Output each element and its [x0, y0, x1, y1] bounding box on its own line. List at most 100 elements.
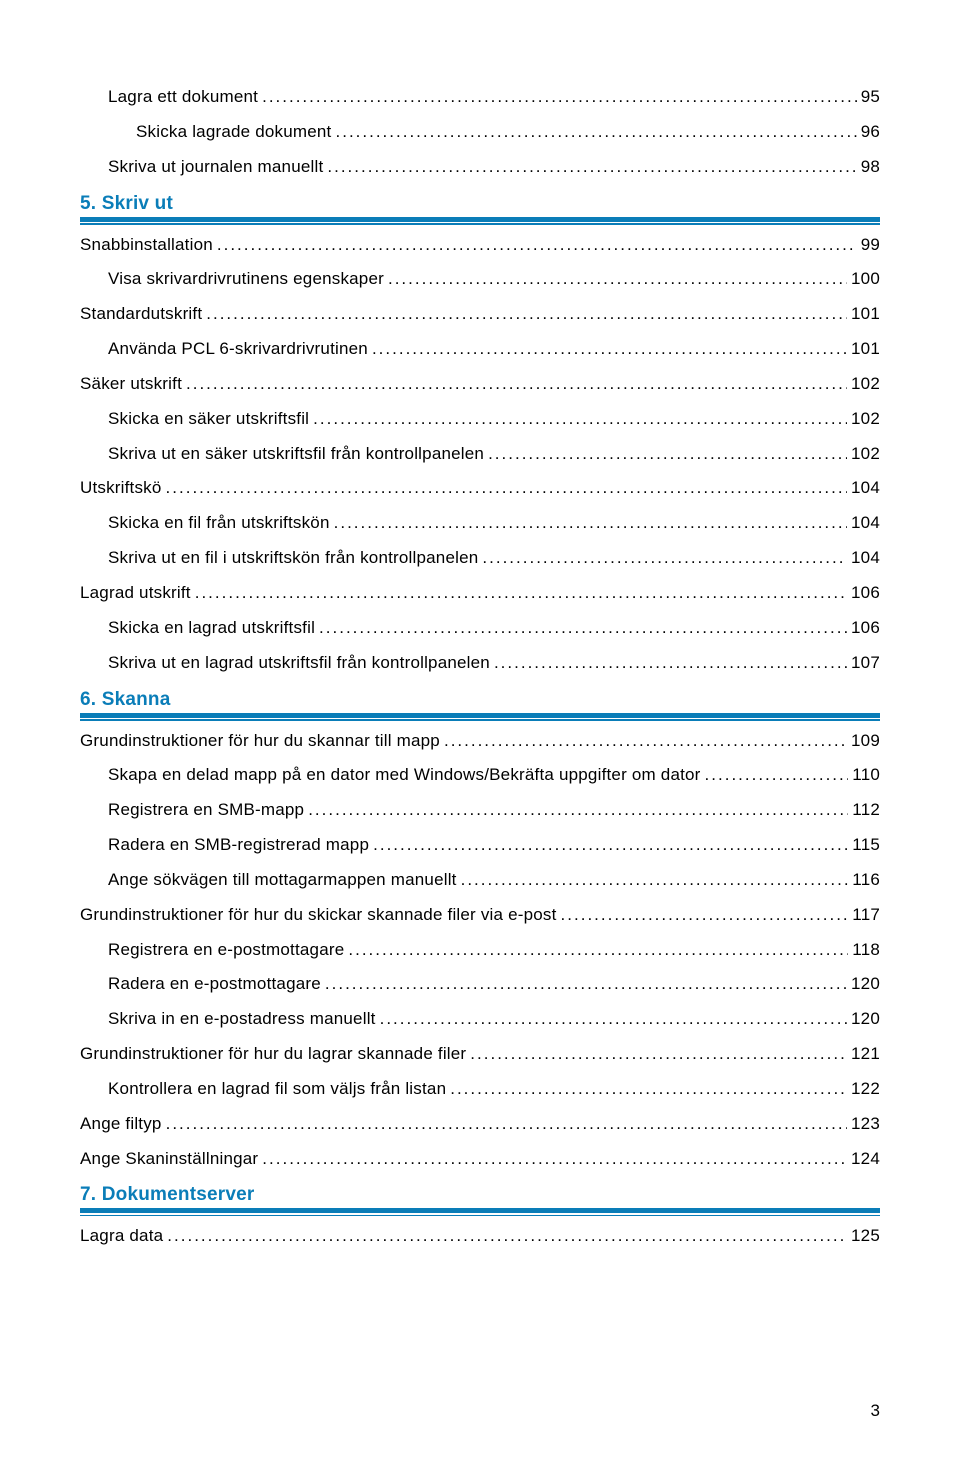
toc-entry[interactable]: Registrera en SMB-mapp 112 [80, 793, 880, 828]
toc-entry-label: Standardutskrift [80, 297, 202, 332]
toc-entry-page: 106 [851, 611, 880, 646]
toc-leader [705, 758, 849, 793]
toc-entry-label: Lagra data [80, 1219, 163, 1254]
toc-entry[interactable]: Standardutskrift 101 [80, 297, 880, 332]
toc-entry-label: Grundinstruktioner för hur du lagrar ska… [80, 1037, 466, 1072]
toc-leader [561, 898, 849, 933]
section-rule [80, 1208, 880, 1215]
toc-leader [262, 1142, 847, 1177]
toc-entry-page: 102 [851, 367, 880, 402]
toc-entry[interactable]: Radera en e-postmottagare 120 [80, 967, 880, 1002]
toc-entry-page: 95 [861, 80, 880, 115]
toc-entry[interactable]: Skicka en lagrad utskriftsfil 106 [80, 611, 880, 646]
toc-entry-page: 124 [851, 1142, 880, 1177]
toc-entry[interactable]: Ange Skaninställningar124 [80, 1142, 880, 1177]
toc-leader [262, 80, 857, 115]
toc-entry-page: 120 [851, 1002, 880, 1037]
toc-entry-label: Använda PCL 6-skrivardrivrutinen [108, 332, 368, 367]
toc-leader [166, 471, 847, 506]
toc-entry-page: 102 [851, 437, 880, 472]
toc-entry[interactable]: Skriva ut en fil i utskriftskön från kon… [80, 541, 880, 576]
toc-entry[interactable]: Skicka lagrade dokument96 [80, 115, 880, 150]
toc-entry-page: 101 [851, 332, 880, 367]
toc-entry[interactable]: Lagra ett dokument95 [80, 80, 880, 115]
toc-entry-label: Utskriftskö [80, 471, 162, 506]
toc-entry-label: Visa skrivardrivrutinens egenskaper [108, 262, 384, 297]
toc-leader [488, 437, 847, 472]
toc-entry-page: 107 [851, 646, 880, 681]
section-heading: 7. Dokumentserver [80, 1184, 880, 1206]
toc-entry-page: 104 [851, 471, 880, 506]
toc-entry[interactable]: Skriva ut journalen manuellt 98 [80, 150, 880, 185]
toc-entry[interactable]: Ange filtyp 123 [80, 1107, 880, 1142]
toc-entry[interactable]: Skapa en delad mapp på en dator med Wind… [80, 758, 880, 793]
toc-leader [461, 863, 849, 898]
toc-entry-page: 99 [861, 228, 880, 263]
toc-entry-page: 125 [851, 1219, 880, 1254]
toc-entry[interactable]: Utskriftskö 104 [80, 471, 880, 506]
toc-entry[interactable]: Skriva ut en säker utskriftsfil från kon… [80, 437, 880, 472]
toc-entry-label: Registrera en SMB-mapp [108, 793, 304, 828]
toc-entry-page: 123 [851, 1107, 880, 1142]
toc-entry-label: Skriva in en e-postadress manuellt [108, 1002, 376, 1037]
toc-entry[interactable]: Grundinstruktioner för hur du lagrar ska… [80, 1037, 880, 1072]
toc-entry[interactable]: Skicka en fil från utskriftskön104 [80, 506, 880, 541]
toc-leader [167, 1219, 847, 1254]
toc-entry-page: 109 [851, 724, 880, 759]
toc-entry-label: Kontrollera en lagrad fil som väljs från… [108, 1072, 446, 1107]
toc-entry-label: Radera en e-postmottagare [108, 967, 321, 1002]
toc-entry-page: 115 [852, 828, 880, 863]
toc-entry-label: Skriva ut journalen manuellt [108, 150, 323, 185]
toc-entry-page: 120 [851, 967, 880, 1002]
toc-entry-label: Grundinstruktioner för hur du skannar ti… [80, 724, 440, 759]
toc-container: Lagra ett dokument95Skicka lagrade dokum… [80, 80, 880, 1254]
toc-entry-label: Snabbinstallation [80, 228, 213, 263]
toc-entry-label: Skriva ut en fil i utskriftskön från kon… [108, 541, 478, 576]
toc-entry[interactable]: Radera en SMB-registrerad mapp 115 [80, 828, 880, 863]
toc-entry[interactable]: Visa skrivardrivrutinens egenskaper 100 [80, 262, 880, 297]
toc-entry[interactable]: Skriva ut en lagrad utskriftsfil från ko… [80, 646, 880, 681]
toc-entry[interactable]: Använda PCL 6-skrivardrivrutinen 101 [80, 332, 880, 367]
toc-entry[interactable]: Lagrad utskrift106 [80, 576, 880, 611]
toc-leader [348, 933, 848, 968]
toc-leader [482, 541, 847, 576]
toc-entry-label: Ange filtyp [80, 1107, 162, 1142]
toc-entry-page: 104 [851, 541, 880, 576]
toc-entry-label: Grundinstruktioner för hur du skickar sk… [80, 898, 557, 933]
toc-leader [166, 1107, 847, 1142]
toc-leader [195, 576, 847, 611]
toc-entry[interactable]: Grundinstruktioner för hur du skickar sk… [80, 898, 880, 933]
toc-entry-label: Ange sökvägen till mottagarmappen manuel… [108, 863, 457, 898]
toc-entry[interactable]: Säker utskrift 102 [80, 367, 880, 402]
toc-entry[interactable]: Registrera en e-postmottagare118 [80, 933, 880, 968]
toc-entry-page: 112 [852, 793, 880, 828]
toc-entry[interactable]: Kontrollera en lagrad fil som väljs från… [80, 1072, 880, 1107]
toc-entry-page: 98 [861, 150, 880, 185]
toc-entry-label: Radera en SMB-registrerad mapp [108, 828, 369, 863]
toc-entry-page: 116 [852, 863, 880, 898]
toc-entry[interactable]: Grundinstruktioner för hur du skannar ti… [80, 724, 880, 759]
toc-page: Lagra ett dokument95Skicka lagrade dokum… [0, 0, 960, 1461]
toc-entry-page: 100 [851, 262, 880, 297]
toc-entry[interactable]: Snabbinstallation 99 [80, 228, 880, 263]
toc-entry-label: Skriva ut en lagrad utskriftsfil från ko… [108, 646, 490, 681]
toc-entry-page: 118 [852, 933, 880, 968]
toc-entry-label: Skicka en lagrad utskriftsfil [108, 611, 315, 646]
toc-entry-page: 122 [851, 1072, 880, 1107]
toc-entry[interactable]: Lagra data 125 [80, 1219, 880, 1254]
toc-entry-page: 101 [851, 297, 880, 332]
section-rule [80, 217, 880, 224]
toc-leader [217, 228, 857, 263]
toc-entry[interactable]: Ange sökvägen till mottagarmappen manuel… [80, 863, 880, 898]
toc-leader [325, 967, 847, 1002]
toc-entry-label: Säker utskrift [80, 367, 182, 402]
toc-entry[interactable]: Skicka en säker utskriftsfil102 [80, 402, 880, 437]
toc-leader [372, 332, 847, 367]
toc-entry[interactable]: Skriva in en e-postadress manuellt 120 [80, 1002, 880, 1037]
toc-leader [444, 724, 847, 759]
section-rule [80, 713, 880, 720]
toc-entry-page: 104 [851, 506, 880, 541]
toc-entry-page: 106 [851, 576, 880, 611]
toc-leader [336, 115, 857, 150]
toc-entry-page: 110 [852, 758, 880, 793]
